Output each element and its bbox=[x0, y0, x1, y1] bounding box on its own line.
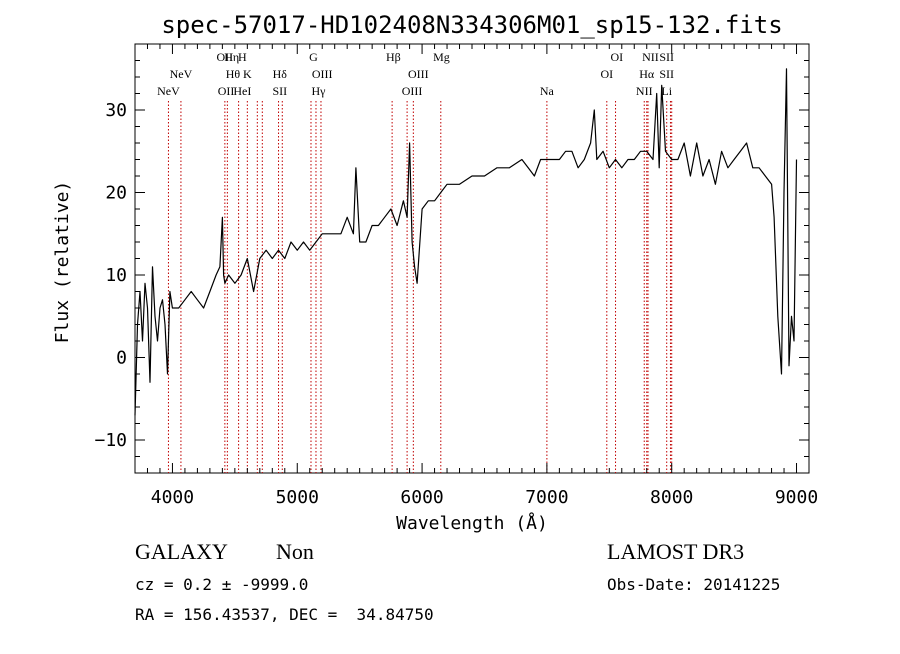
x-tick-label: 8000 bbox=[650, 487, 693, 508]
x-tick-label: 5000 bbox=[276, 487, 319, 508]
line-label: NII bbox=[642, 50, 659, 64]
line-label: OI bbox=[600, 67, 613, 81]
x-tick-label: 9000 bbox=[775, 487, 818, 508]
x-tick-label: 6000 bbox=[400, 487, 443, 508]
line-label: Na bbox=[540, 84, 555, 98]
ra-dec-coordinates: RA = 156.43537, DEC = 34.84750 bbox=[135, 605, 434, 624]
line-label: Hβ bbox=[386, 50, 401, 64]
line-label: OIII bbox=[408, 67, 429, 81]
line-label: Mg bbox=[433, 50, 450, 64]
line-label: Hδ bbox=[273, 67, 288, 81]
chart-title: spec-57017-HD102408N334306M01_sp15-132.f… bbox=[161, 11, 782, 39]
y-axis: −10 0 10 20 30 bbox=[94, 60, 809, 457]
line-label: NeV bbox=[157, 84, 180, 98]
line-label: Hθ bbox=[226, 67, 241, 81]
y-axis-label: Flux (relative) bbox=[52, 181, 73, 344]
y-tick-label: 0 bbox=[116, 348, 127, 369]
line-label: SII bbox=[272, 84, 287, 98]
line-label: NeV bbox=[170, 67, 193, 81]
object-class: GALAXY bbox=[135, 539, 228, 564]
object-subclass: Non bbox=[276, 539, 314, 564]
line-label: OI bbox=[610, 50, 623, 64]
spectrum-series bbox=[134, 68, 798, 416]
emission-line-markers bbox=[167, 101, 673, 473]
plot-frame bbox=[134, 43, 810, 474]
line-label: K bbox=[243, 67, 252, 81]
line-label: OII bbox=[218, 84, 235, 98]
x-tick-label: 7000 bbox=[525, 487, 568, 508]
survey-name: LAMOST DR3 bbox=[607, 539, 744, 564]
y-tick-label: −10 bbox=[94, 430, 127, 451]
line-label: HeI bbox=[233, 84, 251, 98]
x-axis: 4000 5000 6000 7000 8000 9000 bbox=[134, 44, 818, 508]
line-label: OIII bbox=[312, 67, 333, 81]
spectrum-line bbox=[134, 68, 798, 416]
y-tick-label: 30 bbox=[105, 100, 127, 121]
line-label: SII bbox=[659, 67, 674, 81]
line-label: Hα bbox=[639, 67, 655, 81]
line-label: Hγ bbox=[311, 84, 326, 98]
line-label: G bbox=[309, 50, 318, 64]
obs-date: Obs-Date: 20141225 bbox=[607, 575, 780, 594]
line-label: Hη bbox=[224, 50, 239, 64]
line-label: Li bbox=[661, 84, 672, 98]
line-label: OII bbox=[217, 50, 234, 64]
line-label: H bbox=[238, 50, 247, 64]
redshift-cz: cz = 0.2 ± -9999.0 bbox=[135, 575, 308, 594]
y-tick-label: 10 bbox=[105, 265, 127, 286]
x-axis-label: Wavelength (Å) bbox=[396, 512, 548, 534]
x-tick-label: 4000 bbox=[151, 487, 194, 508]
line-label: OIII bbox=[402, 84, 423, 98]
line-label: SII bbox=[659, 50, 674, 64]
y-tick-label: 20 bbox=[105, 183, 127, 204]
line-label: NII bbox=[636, 84, 653, 98]
plot-border bbox=[134, 43, 810, 474]
